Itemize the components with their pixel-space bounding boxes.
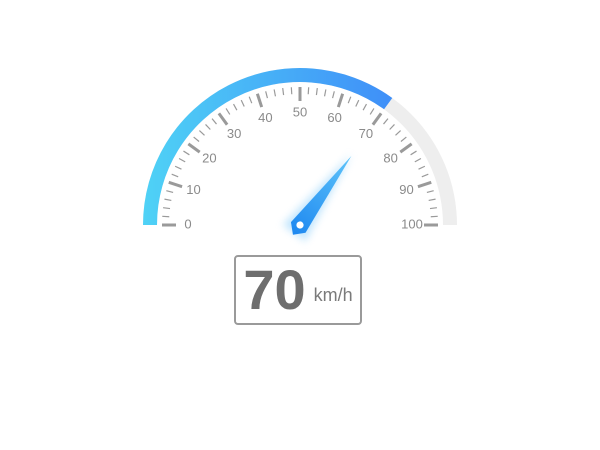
needle-group: [282, 153, 352, 242]
minor-tick: [331, 91, 335, 99]
major-tick: [217, 112, 229, 126]
minor-tick: [282, 88, 285, 96]
gauge-progress-arc: [143, 68, 393, 226]
minor-tick: [166, 190, 174, 194]
minor-tick: [389, 123, 395, 130]
gauge-tick-labels: 0 10 20 30 40 50 60 70 80 90 100: [184, 104, 422, 231]
minor-tick: [183, 150, 190, 156]
minor-tick: [428, 198, 436, 202]
needle-pivot: [296, 221, 304, 229]
minor-tick: [400, 136, 407, 142]
minor-tick: [323, 89, 327, 97]
minor-tick: [198, 130, 205, 136]
minor-tick: [410, 150, 417, 156]
minor-tick: [395, 130, 402, 136]
minor-tick: [355, 99, 360, 107]
gauge-progress-band: [143, 68, 393, 226]
minor-tick: [383, 118, 389, 125]
minor-tick: [421, 173, 429, 178]
minor-tick: [211, 118, 217, 125]
tick-label: 40: [258, 110, 272, 125]
tick-label: 0: [184, 216, 191, 231]
minor-tick: [174, 165, 182, 170]
tick-label: 50: [293, 104, 307, 119]
minor-tick: [225, 108, 231, 115]
tick-label: 70: [359, 126, 373, 141]
minor-tick: [205, 123, 211, 130]
minor-tick: [178, 157, 186, 163]
minor-tick: [265, 91, 269, 99]
minor-tick: [362, 103, 368, 111]
minor-tick: [163, 207, 171, 210]
minor-tick: [240, 99, 245, 107]
major-tick: [399, 142, 413, 154]
tick-label: 100: [401, 216, 423, 231]
major-tick: [417, 180, 432, 189]
tick-label: 60: [327, 110, 341, 125]
minor-tick: [414, 157, 422, 163]
minor-tick: [426, 190, 434, 194]
tick-label: 10: [186, 182, 200, 197]
minor-tick: [164, 198, 172, 202]
minor-tick: [232, 103, 238, 111]
gauge-needle: [282, 153, 352, 242]
major-tick: [371, 112, 383, 126]
major-tick: [187, 142, 201, 154]
speed-unit: km/h: [313, 284, 353, 305]
major-tick: [255, 93, 264, 108]
minor-tick: [193, 136, 200, 142]
major-tick: [336, 93, 345, 108]
minor-tick: [273, 89, 277, 97]
minor-tick: [171, 173, 179, 178]
needle-pointer: [290, 156, 352, 235]
gauge-ticks: [162, 87, 438, 227]
speed-value: 70: [243, 258, 306, 321]
minor-tick: [347, 96, 352, 104]
minor-tick: [429, 207, 437, 210]
tick-label: 20: [202, 151, 216, 166]
tick-label: 90: [399, 182, 413, 197]
major-tick: [168, 180, 183, 189]
tick-label: 30: [227, 126, 241, 141]
minor-tick: [369, 108, 375, 115]
speed-readout: 70 km/h: [234, 255, 362, 325]
tick-label: 80: [383, 151, 397, 166]
minor-tick: [418, 165, 426, 170]
minor-tick: [315, 88, 318, 96]
minor-tick: [248, 96, 253, 104]
